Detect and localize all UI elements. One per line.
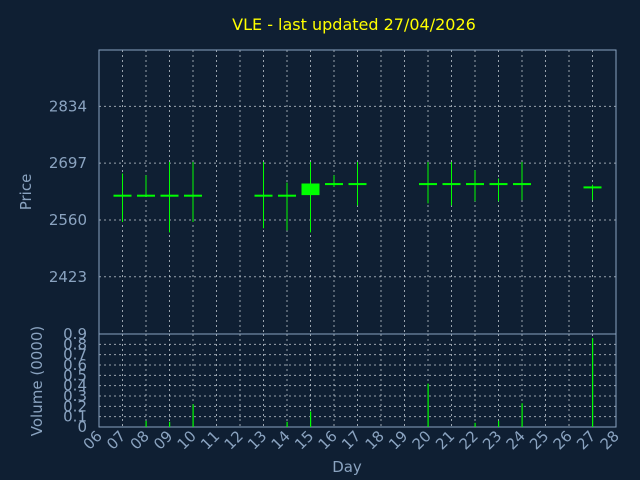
volume-bar (145, 420, 147, 427)
volume-bar (192, 404, 194, 427)
volume-y-ticks: 00.10.20.30.40.50.60.70.80.9 (63, 325, 87, 436)
day-tick-label: 19 (385, 427, 411, 453)
price-tick-label: 2834 (49, 97, 87, 115)
candle-body (254, 194, 273, 197)
day-tick-label: 27 (573, 427, 599, 453)
day-tick-label: 12 (221, 427, 247, 453)
day-tick-label: 21 (432, 427, 458, 453)
candle-body (419, 183, 437, 186)
candle (466, 170, 484, 202)
chart-title: VLE - last updated 27/04/2026 (232, 15, 476, 34)
day-tick-label: 09 (150, 427, 176, 453)
volume-tick-label: 0 (77, 418, 87, 436)
candle (513, 161, 531, 201)
candle (184, 161, 202, 223)
volume-bar-series (145, 338, 594, 427)
volume-bar (286, 421, 288, 427)
candle (254, 161, 273, 229)
volume-tick-label: 0.2 (63, 397, 87, 415)
candle-body (583, 186, 602, 189)
candle-body (466, 183, 484, 186)
candle (113, 173, 132, 223)
day-tick-label: 10 (174, 427, 200, 453)
volume-tick-label: 0.9 (63, 325, 87, 343)
candle-body (442, 183, 461, 186)
volume-bar (474, 422, 476, 427)
candle-body (278, 194, 296, 197)
candle (278, 182, 296, 231)
candle (348, 161, 367, 206)
day-tick-label: 23 (479, 427, 505, 453)
day-tick-label: 24 (503, 427, 529, 453)
volume-grid (98, 333, 617, 428)
volume-bar (427, 383, 429, 427)
candle-body (325, 183, 343, 186)
day-tick-label: 13 (244, 427, 270, 453)
volume-tick-label: 0.8 (63, 335, 87, 353)
volume-bar (169, 421, 171, 427)
volume-bar (310, 411, 312, 427)
day-tick-label: 18 (362, 427, 388, 453)
volume-tick-label: 0.4 (63, 377, 87, 395)
candle-body (160, 194, 179, 197)
candle-body (184, 194, 202, 197)
day-tick-label: 15 (291, 427, 317, 453)
candle-body (348, 183, 367, 186)
candle-body (489, 183, 508, 186)
candle (419, 161, 437, 204)
price-tick-label: 2560 (49, 211, 87, 229)
candle (489, 178, 508, 202)
price-axis-label: Price (17, 174, 35, 211)
candle-series (113, 161, 602, 233)
day-tick-label: 20 (409, 427, 435, 453)
volume-axis-label: Volume (0000) (28, 326, 46, 436)
candle-body (137, 194, 155, 197)
candle (442, 161, 461, 206)
candle (325, 175, 343, 187)
day-tick-label: 28 (597, 427, 623, 453)
volume-tick-label: 0.5 (63, 366, 87, 384)
candle (583, 184, 602, 201)
day-tick-label: 26 (550, 427, 576, 453)
volume-plot-frame (98, 333, 617, 428)
volume-bar (498, 420, 500, 427)
price-y-ticks: 2423 2560 2697 2834 (49, 97, 87, 285)
price-tick-label: 2697 (49, 154, 87, 172)
day-tick-label: 07 (103, 427, 129, 453)
day-tick-label: 16 (315, 427, 341, 453)
volume-tick-label: 0.6 (63, 356, 87, 374)
candle-body (513, 183, 531, 186)
candle-body (113, 194, 132, 197)
volume-bar (592, 338, 594, 427)
day-axis-label: Day (332, 458, 362, 476)
volume-tick-label: 0.1 (63, 408, 87, 426)
candle (160, 161, 179, 233)
candle (301, 161, 320, 233)
volume-tick-label: 0.3 (63, 387, 87, 405)
day-tick-label: 11 (197, 427, 223, 453)
day-tick-label: 08 (127, 427, 153, 453)
price-tick-label: 2423 (49, 268, 87, 286)
volume-bar (521, 403, 523, 427)
day-tick-label: 25 (526, 427, 552, 453)
day-x-ticks: 0607080910111213141516171819202122232425… (80, 427, 623, 453)
day-tick-label: 14 (268, 427, 294, 453)
day-tick-label: 17 (338, 427, 364, 453)
candle-body (301, 183, 320, 196)
candle (137, 175, 155, 197)
volume-tick-label: 0.7 (63, 346, 87, 364)
day-tick-label: 22 (456, 427, 482, 453)
